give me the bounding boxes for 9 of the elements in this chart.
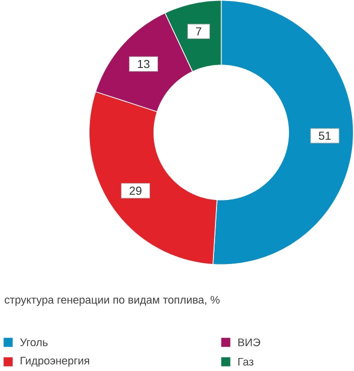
legend-label: Газ: [238, 358, 254, 366]
legend-label: Уголь: [20, 338, 48, 346]
legend-label: ВИЭ: [238, 338, 260, 346]
data-label: 51: [318, 132, 331, 140]
data-label: 13: [138, 60, 150, 68]
text: структура генерации по видам топлива, %: [4, 296, 220, 306]
legend-label: Гидроэнергия: [20, 356, 90, 367]
data-label: 29: [130, 186, 142, 195]
data-label: 7: [196, 27, 202, 36]
